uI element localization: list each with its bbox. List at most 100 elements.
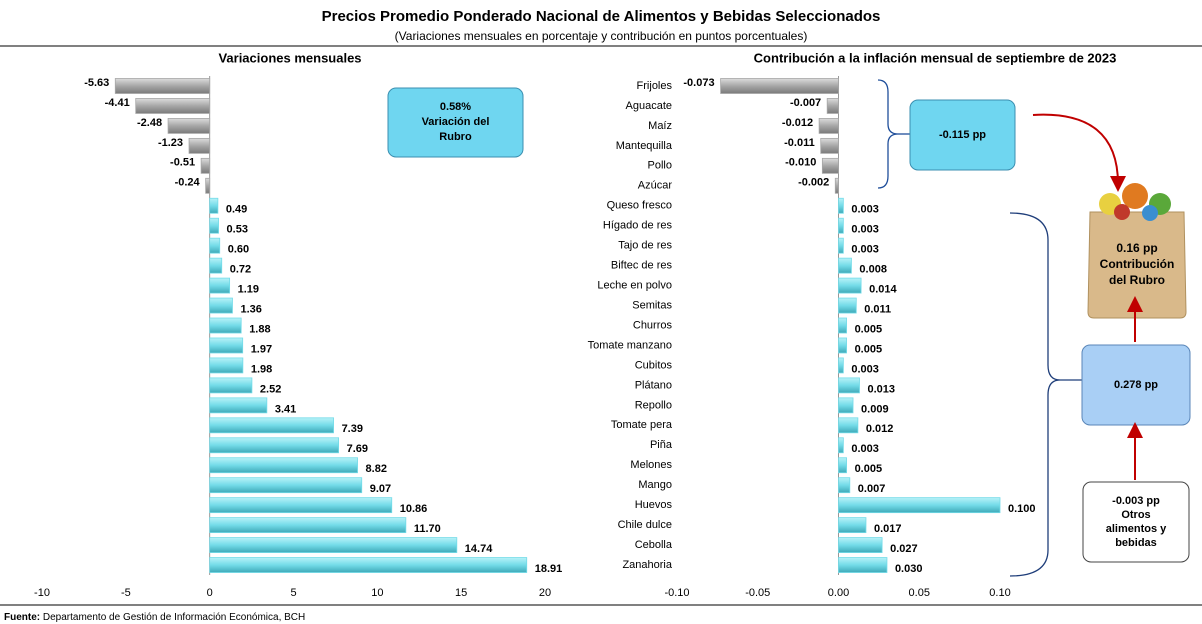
annotation-box (1082, 481, 1190, 563)
x-tick-label: -5 (121, 587, 131, 599)
arrow (1032, 113, 1126, 192)
value-label: 0.011 (864, 303, 891, 315)
value-label: 1.98 (251, 363, 272, 375)
x-tick-label: -10 (34, 587, 50, 599)
category-label: Frijoles (637, 80, 673, 92)
bar (209, 237, 221, 254)
annotation-text: alimentos y (1106, 523, 1167, 535)
value-label: 14.74 (465, 543, 493, 555)
value-label: 0.003 (851, 244, 879, 256)
value-label: -0.011 (784, 137, 815, 149)
value-label: -0.010 (785, 157, 816, 169)
x-tick-label: 10 (371, 587, 383, 599)
bar (114, 78, 211, 94)
value-label: 0.003 (851, 224, 879, 236)
bag-icon (1142, 205, 1158, 221)
bar (209, 197, 219, 214)
bar (209, 357, 244, 374)
bar (205, 177, 211, 194)
bar (135, 98, 211, 114)
category-label: Cebolla (635, 539, 673, 551)
bar (838, 257, 852, 274)
value-label: -0.007 (790, 97, 821, 109)
bar (838, 357, 844, 374)
bar (209, 337, 244, 354)
annotation-text: Variación del (422, 116, 490, 128)
annotation-text: Contribución (1100, 257, 1175, 271)
bar (209, 217, 219, 234)
bar (209, 537, 458, 553)
category-label: Maíz (648, 120, 672, 132)
bar (838, 237, 844, 254)
value-label: 0.017 (874, 523, 902, 535)
value-label: 0.005 (855, 343, 883, 355)
bar (838, 557, 888, 573)
annotation-text: bebidas (1115, 537, 1157, 549)
bag-icon (1087, 211, 1187, 319)
bar (838, 317, 847, 334)
chart-title: Precios Promedio Ponderado Nacional de A… (322, 8, 881, 25)
value-label: -0.073 (683, 77, 714, 89)
value-label: 9.07 (370, 483, 391, 495)
bar (838, 297, 857, 314)
value-label: 0.100 (1008, 503, 1036, 515)
category-label: Tomate manzano (588, 339, 672, 351)
bar (209, 517, 407, 534)
chart-subtitle: (Variaciones mensuales en porcentaje y c… (395, 29, 808, 43)
annotation-text: 0.16 pp (1116, 241, 1157, 255)
bar (209, 457, 358, 474)
x-tick-label: 0 (207, 587, 213, 599)
category-label: Cubitos (635, 359, 673, 371)
bar (209, 277, 231, 294)
bar (818, 118, 839, 134)
value-label: -2.48 (137, 117, 162, 129)
bar (838, 217, 844, 234)
category-label: Churros (633, 319, 673, 331)
source-text: Departamento de Gestión de Información E… (43, 612, 305, 623)
annotation-text: Rubro (439, 131, 472, 143)
x-tick-label: 0.10 (989, 587, 1010, 599)
annotation-text: 0.278 pp (1114, 379, 1158, 391)
value-label: 0.013 (867, 383, 895, 395)
bar (838, 277, 862, 294)
value-label: 8.82 (366, 463, 387, 475)
annotation-text: Otros (1121, 509, 1150, 521)
bracket (1009, 212, 1061, 577)
value-label: -5.63 (84, 77, 109, 89)
category-label: Mango (638, 479, 672, 491)
value-label: 0.009 (861, 403, 889, 415)
value-label: 18.91 (535, 563, 563, 575)
bar (209, 497, 393, 514)
category-label: Huevos (635, 499, 673, 511)
bar (838, 537, 883, 553)
bar (838, 517, 867, 534)
x-tick-label: 15 (455, 587, 467, 599)
value-label: 0.008 (859, 264, 887, 276)
x-tick-label: 0.00 (828, 587, 849, 599)
bag-icon (1114, 204, 1130, 220)
bar (838, 457, 847, 474)
value-label: 1.97 (251, 343, 272, 355)
bar (838, 477, 851, 494)
value-label: 0.60 (228, 244, 249, 256)
value-label: 0.003 (851, 363, 879, 375)
bag-icon (1122, 183, 1148, 209)
panel-title: Variaciones mensuales (218, 50, 361, 65)
value-label: 0.005 (855, 323, 883, 335)
bar (209, 377, 253, 394)
annotation-box (387, 87, 524, 158)
value-label: 10.86 (400, 503, 428, 515)
value-label: 0.49 (226, 204, 247, 216)
value-label: -0.002 (798, 177, 829, 189)
bar (209, 437, 340, 454)
category-label: Leche en polvo (597, 280, 672, 292)
value-label: 1.36 (240, 303, 261, 315)
value-label: -1.23 (158, 137, 183, 149)
value-label: 7.39 (342, 423, 363, 435)
bar (838, 337, 847, 354)
category-label: Melones (630, 459, 672, 471)
x-tick-label: 0.05 (909, 587, 930, 599)
value-label: 0.005 (855, 463, 883, 475)
value-label: -0.24 (175, 177, 201, 189)
value-label: 3.41 (275, 403, 296, 415)
